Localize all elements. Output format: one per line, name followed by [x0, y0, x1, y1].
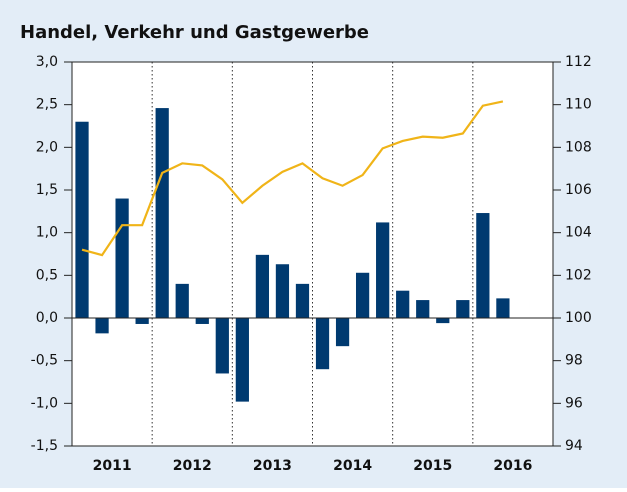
bar [476, 213, 490, 318]
x-tick-label: 2014 [333, 458, 372, 474]
bar [335, 318, 350, 347]
y2-tick-label: 108 [565, 139, 592, 155]
y2-tick-label: 102 [565, 267, 592, 283]
bar [496, 298, 510, 318]
layer: 2011 2012 2013 2014 2015 2016 -1,5 -1,0 -0,5 0,0 0… [31, 54, 592, 474]
x-tick-label: 2013 [253, 458, 292, 474]
y-tick-label: -0,5 [31, 353, 58, 369]
x-tick-label: 2012 [173, 458, 212, 474]
y-tick-label: 2,0 [36, 139, 58, 155]
bar [75, 121, 89, 318]
y-tick-label: -1,5 [31, 438, 58, 454]
y-tick-label: 0,0 [36, 310, 58, 326]
bar [456, 300, 470, 318]
line [81, 100, 504, 257]
x-tick-label: 2011 [93, 458, 132, 474]
bar [235, 318, 249, 402]
bar [315, 318, 330, 370]
x-tick-label: 2015 [413, 458, 452, 474]
bar [396, 290, 410, 318]
bar [115, 198, 129, 318]
bar [95, 318, 109, 334]
bar [255, 254, 270, 318]
y2-tick-label: 96 [565, 395, 583, 411]
y2-tick-label: 104 [565, 225, 592, 241]
bar [215, 318, 229, 374]
y-tick-label: 2,5 [36, 97, 58, 113]
bar [175, 283, 189, 318]
y2-tick-label: 94 [565, 438, 583, 454]
y2-tick-label: 98 [565, 353, 583, 369]
y-tick-label: 0,5 [36, 267, 58, 283]
bar [195, 318, 209, 324]
bar [295, 283, 310, 318]
bar [135, 318, 149, 324]
y2-tick-label: 112 [565, 54, 592, 70]
y-tick-label: 3,0 [36, 54, 58, 70]
y-tick-label: 1,0 [36, 225, 58, 241]
bar [416, 300, 430, 318]
bar [436, 318, 450, 324]
y2-tick-label: 106 [565, 182, 592, 198]
plot-frame [71, 61, 554, 447]
chart-title: Handel, Verkehr und Gastgewerbe [20, 22, 369, 43]
y-tick-label: -1,0 [31, 395, 58, 411]
bar [376, 222, 390, 318]
y2-tick-label: 110 [565, 97, 592, 113]
x-tick-label: 2016 [493, 458, 532, 474]
y-tick-label: 1,5 [36, 182, 58, 198]
y2-tick-label: 100 [565, 310, 592, 326]
bar [155, 108, 169, 318]
bar [275, 264, 290, 318]
bar [355, 272, 370, 318]
